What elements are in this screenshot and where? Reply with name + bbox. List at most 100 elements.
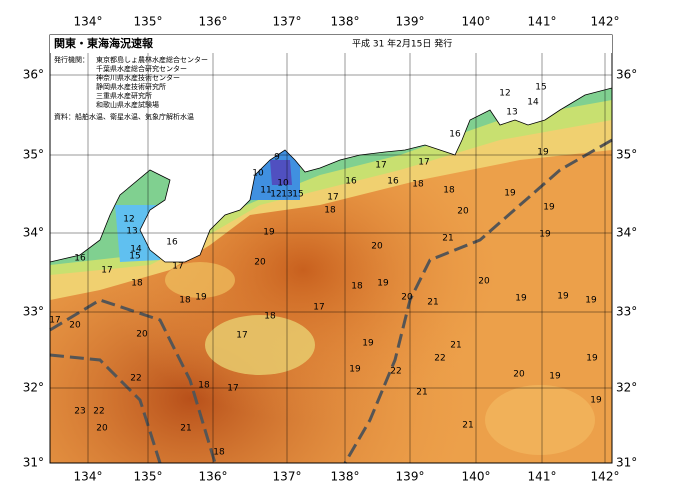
contour-label: 21	[442, 234, 453, 244]
contour-label: 18	[412, 180, 424, 190]
lon-label-bottom: 134°	[74, 470, 103, 484]
contour-label: 22	[434, 354, 445, 364]
lon-label-bottom: 140°	[462, 470, 491, 484]
lat-label-right: 35°	[616, 148, 637, 162]
lon-label-top: 138°	[331, 15, 360, 29]
contour-label: 9	[274, 153, 280, 163]
contour-label: 15	[129, 252, 140, 262]
contour-label: 17	[227, 384, 238, 394]
contour-label: 10	[277, 179, 289, 189]
contour-label: 16	[387, 177, 399, 187]
contour-label: 10	[252, 169, 264, 179]
contour-label: 18	[443, 186, 455, 196]
lon-label-bottom: 138°	[331, 470, 360, 484]
lon-label-bottom: 139°	[396, 470, 425, 484]
lon-label-top: 140°	[462, 15, 491, 29]
agency: 和歌山県水産試験場	[96, 100, 159, 109]
agency: 三重県水産研究所	[96, 91, 152, 100]
contour-label: 17	[327, 193, 338, 203]
agency: 神奈川県水産技術センター	[96, 73, 180, 82]
contour-label: 19	[537, 148, 549, 158]
contour-label: 19	[195, 293, 207, 303]
contour-label: 18	[198, 381, 210, 391]
contour-label: 19	[504, 189, 516, 199]
contour-label: 12	[123, 215, 134, 225]
lon-label-bottom: 142°	[591, 470, 620, 484]
lat-label-right: 36°	[616, 68, 637, 82]
agency: 千葉県水産総合研究センター	[96, 64, 187, 73]
contour-label: 19	[515, 294, 527, 304]
contour-label: 20	[136, 330, 148, 340]
lon-label-bottom: 141°	[528, 470, 557, 484]
front-lines	[49, 138, 613, 464]
lat-label-left: 32°	[23, 381, 44, 395]
lon-label-top: 141°	[528, 15, 557, 29]
contour-label: 23	[74, 407, 85, 417]
contour-label: 12	[270, 190, 281, 200]
lon-label-top: 139°	[396, 15, 425, 29]
contour-label: 19	[585, 296, 597, 306]
lon-label-top: 135°	[134, 15, 163, 29]
contour-label: 17	[101, 266, 112, 276]
contour-label: 18	[179, 296, 191, 306]
lat-label-left: 33°	[23, 305, 44, 319]
contour-label: 17	[418, 158, 429, 168]
contour-label: 21	[462, 421, 473, 431]
contour-label: 19	[362, 339, 374, 349]
lat-label-left: 35°	[23, 148, 44, 162]
lon-label-top: 134°	[74, 15, 103, 29]
contour-label: 19	[590, 396, 602, 406]
contour-label: 21	[180, 424, 191, 434]
contour-label: 22	[390, 367, 401, 377]
contour-label: 17	[49, 316, 60, 326]
lat-label-right: 34°	[616, 226, 637, 240]
title: 関東・東海海況速報	[54, 36, 154, 50]
contour-label: 19	[349, 365, 361, 375]
contour-label: 20	[478, 277, 490, 287]
contour-label: 19	[549, 372, 561, 382]
contour-label: 21	[416, 388, 427, 398]
contour-label: 20	[69, 321, 81, 331]
contour-label: 17	[172, 262, 183, 272]
contour-label: 20	[96, 424, 108, 434]
contour-label: 19	[263, 228, 275, 238]
lon-label-top: 142°	[591, 15, 620, 29]
contour-label: 22	[130, 374, 141, 384]
info-label: 発行機関：	[54, 55, 89, 64]
contour-label: 19	[377, 279, 389, 289]
contour-label: 20	[254, 258, 266, 268]
contour-label: 21	[450, 341, 461, 351]
contour-label: 19	[586, 354, 598, 364]
contour-label: 18	[213, 448, 225, 458]
contour-label: 13	[281, 190, 292, 200]
agency: 静岡県水産技術研究所	[96, 82, 166, 91]
contour-label: 16	[74, 254, 86, 264]
contour-label: 18	[351, 282, 363, 292]
contour-label: 20	[513, 370, 525, 380]
contour-label: 16	[345, 177, 357, 187]
contour-label: 17	[236, 331, 247, 341]
agency: 東京都島しょ農林水産総合センター	[96, 55, 208, 64]
contour-label: 17	[313, 303, 324, 313]
lat-label-right: 33°	[616, 305, 637, 319]
contour-label: 19	[557, 292, 569, 302]
contour-label: 13	[506, 108, 517, 118]
contour-label: 13	[126, 227, 137, 237]
lon-label-bottom: 135°	[134, 470, 163, 484]
contour-label: 19	[543, 203, 555, 213]
contour-label: 18	[264, 312, 276, 322]
lat-label-left: 36°	[23, 68, 44, 82]
contour-label: 16	[449, 130, 461, 140]
header-bar	[50, 35, 612, 53]
contour-label: 19	[539, 230, 551, 240]
agency-list: 東京都島しょ農林水産総合センター千葉県水産総合研究センター神奈川県水産技術センタ…	[96, 55, 208, 109]
data-source: 資料：船舶水温、衛星水温、気象庁解析水温	[54, 112, 194, 121]
contour-label: 11	[260, 186, 271, 196]
issue-date: 平成 31 年2月15日 発行	[352, 38, 452, 50]
lat-label-left: 31°	[23, 456, 44, 470]
contour-label: 16	[166, 238, 178, 248]
contour-label: 20	[457, 207, 469, 217]
contour-label: 17	[375, 161, 386, 171]
